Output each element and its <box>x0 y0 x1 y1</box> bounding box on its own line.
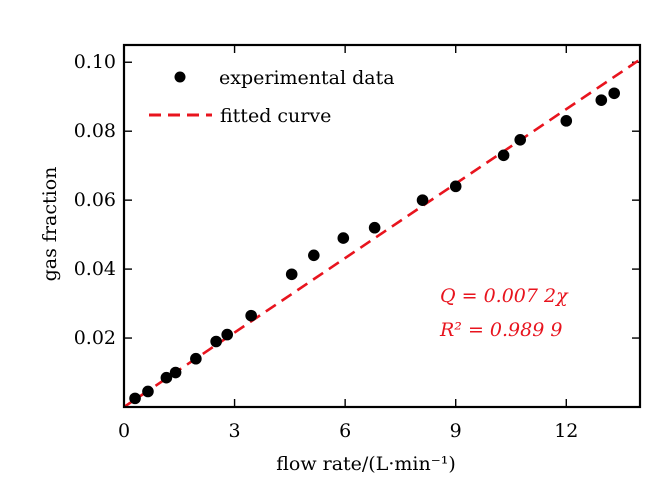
legend: experimental data fitted curve <box>149 67 395 127</box>
y-tick-label: 0.06 <box>74 189 116 211</box>
plot-frame <box>122 43 642 409</box>
data-point <box>560 115 573 127</box>
x-tick-label: 6 <box>339 420 351 442</box>
y-axis-title: gas fraction <box>39 167 61 282</box>
data-point <box>595 94 608 106</box>
y-tick-label: 0.08 <box>74 120 116 142</box>
annotations: Q = 0.007 2χ R² = 0.989 9 <box>439 285 569 341</box>
legend-label-fitted-curve: fitted curve <box>220 105 331 127</box>
x-tick-label: 9 <box>450 420 462 442</box>
data-point <box>190 352 202 365</box>
annotation-r-squared: R² = 0.989 9 <box>439 319 562 341</box>
data-point <box>497 149 510 162</box>
x-tick-label: 0 <box>118 420 130 442</box>
data-point <box>245 309 257 322</box>
x-tick-label: 12 <box>554 420 578 442</box>
x-axis-title: flow rate/(L·min⁻¹) <box>276 453 456 475</box>
y-tick-label: 0.04 <box>74 258 116 280</box>
data-point <box>160 371 173 384</box>
data-point <box>129 392 141 405</box>
y-tick-label: 0.10 <box>74 51 116 73</box>
data-point <box>416 194 429 206</box>
fit-layer <box>123 58 641 409</box>
data-point <box>449 180 462 193</box>
y-tick-label: 0.02 <box>74 327 116 349</box>
legend-label-experimental-data: experimental data <box>219 67 395 89</box>
data-point <box>308 249 320 262</box>
x-tick-label: 3 <box>229 420 241 442</box>
ticks-layer: 0 3 6 9 12 0.02 0.04 0.06 0.08 0.10 <box>74 45 640 442</box>
legend-marker-experimental-data <box>174 71 186 83</box>
fitted-curve-line <box>123 58 641 409</box>
data-point <box>285 268 298 281</box>
data-point <box>221 328 233 341</box>
points-layer <box>129 87 620 405</box>
data-point <box>608 87 620 100</box>
data-point <box>142 385 154 398</box>
annotation-equation: Q = 0.007 2χ <box>440 285 569 307</box>
data-point <box>514 134 527 146</box>
data-point <box>337 232 350 244</box>
data-point <box>210 335 222 348</box>
data-point <box>368 221 381 234</box>
data-point <box>169 366 182 379</box>
